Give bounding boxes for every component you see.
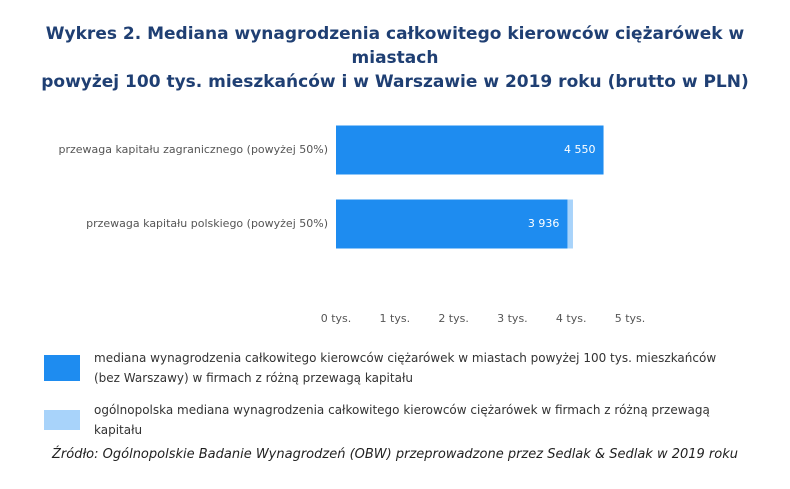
bar — [336, 125, 604, 175]
legend-label: mediana wynagrodzenia całkowitego kierow… — [94, 351, 717, 385]
legend-swatch — [44, 355, 80, 381]
legend-swatch — [44, 410, 80, 430]
x-tick-label: 4 tys. — [556, 312, 587, 325]
chart-title: Wykres 2. Mediana wynagrodzenia całkowit… — [0, 22, 790, 94]
value-label: 3 936 — [528, 217, 560, 230]
bar — [336, 199, 568, 249]
title-line: powyżej 100 tys. mieszkańców i w Warszaw… — [41, 72, 749, 92]
x-tick-label: 0 tys. — [321, 312, 352, 325]
y-tick-label: przewaga kapitału polskiego (powyżej 50%… — [86, 217, 328, 230]
x-tick-label: 5 tys. — [615, 312, 646, 325]
legend-label: ogólnopolska mediana wynagrodzenia całko… — [94, 403, 710, 437]
x-tick-label: 1 tys. — [380, 312, 411, 325]
legend-entry: ogólnopolska mediana wynagrodzenia całko… — [44, 400, 744, 440]
x-tick-label: 3 tys. — [497, 312, 528, 325]
value-label: 4 550 — [564, 143, 596, 156]
source-note: Źródło: Ogólnopolskie Badanie Wynagrodze… — [51, 447, 738, 462]
y-tick-label: przewaga kapitału zagranicznego (powyżej… — [58, 143, 328, 156]
legend-entry: mediana wynagrodzenia całkowitego kierow… — [44, 348, 744, 388]
title-line: Wykres 2. Mediana wynagrodzenia całkowit… — [45, 24, 745, 68]
x-tick-label: 2 tys. — [438, 312, 469, 325]
